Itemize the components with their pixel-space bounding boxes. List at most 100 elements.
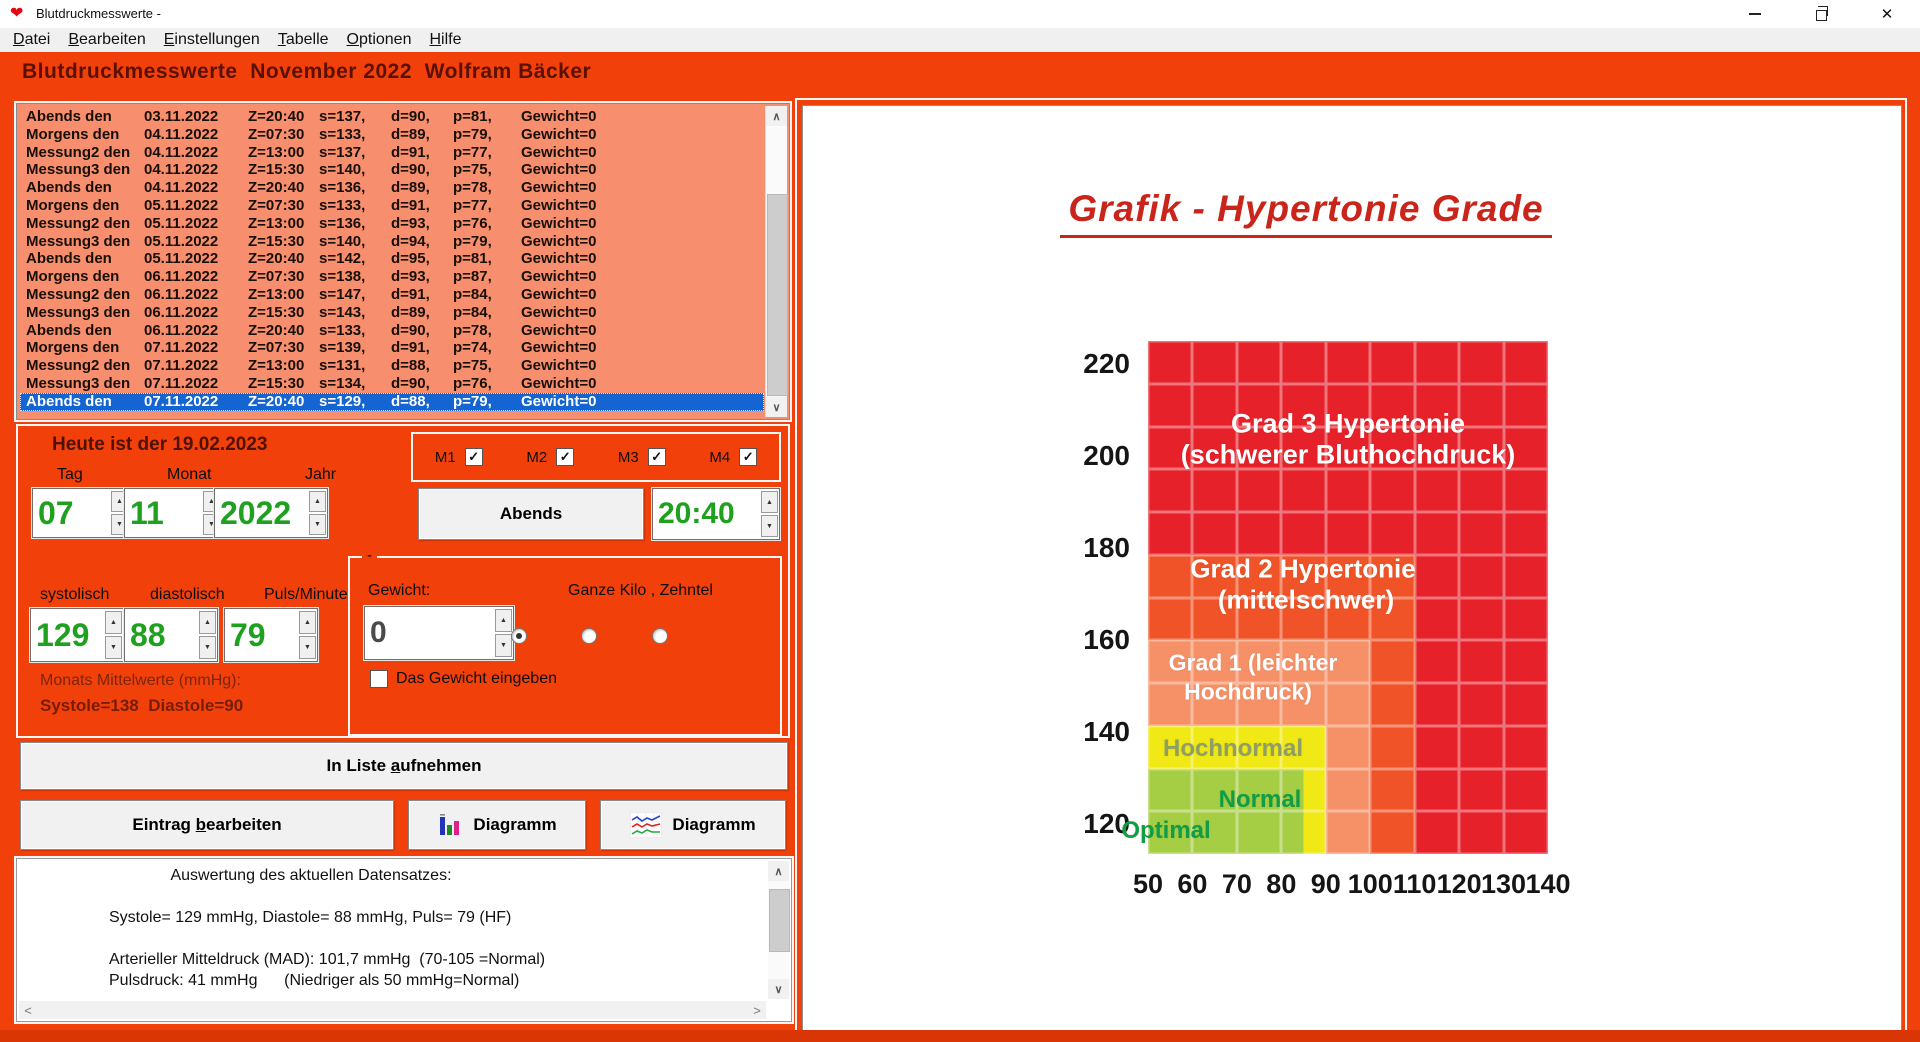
list-row[interactable]: Abends den 06.11.2022 Z=20:40 s=133, d=90, p=… bbox=[20, 322, 764, 340]
m1-checkbox[interactable]: ✓ bbox=[464, 448, 483, 466]
y-tick-label: 140 bbox=[1083, 716, 1130, 747]
scroll-down-icon[interactable]: ∨ bbox=[766, 397, 787, 417]
list-cell-d: d=94, bbox=[391, 232, 430, 250]
list-scrollbar[interactable]: ∧ ∨ bbox=[765, 106, 788, 417]
menu-item-einstellungen[interactable]: Einstellungen bbox=[163, 31, 260, 48]
radio-zehntel-rechts[interactable] bbox=[652, 628, 668, 644]
time-up-button[interactable]: ▲ bbox=[761, 491, 778, 513]
systolisch-down-button[interactable]: ▼ bbox=[105, 636, 122, 659]
list-cell-d: d=88, bbox=[391, 357, 430, 375]
auswertung-line: Systole= 129 mmHg, Diastole= 88 mmHg, Pu… bbox=[109, 909, 512, 926]
diagramm-line-button[interactable]: Diagramm bbox=[600, 800, 786, 850]
radio-ganze-kilo[interactable] bbox=[511, 628, 527, 644]
menu-item-hilfe[interactable]: Hilfe bbox=[429, 31, 462, 48]
list-row[interactable]: Morgens den 06.11.2022 Z=07:30 s=138, d=93, p… bbox=[20, 268, 764, 286]
scroll-up-icon[interactable]: ∧ bbox=[766, 106, 787, 126]
m3-checkbox[interactable]: ✓ bbox=[647, 448, 666, 466]
jahr-down-button[interactable]: ▼ bbox=[309, 514, 326, 535]
list-cell-g: Gewicht=0 bbox=[521, 303, 597, 321]
list-row[interactable]: Messung3 den 04.11.2022 Z=15:30 s=140, d=90,… bbox=[20, 161, 764, 179]
m2-checkbox[interactable]: ✓ bbox=[556, 448, 575, 466]
list-row[interactable]: Messung2 den 07.11.2022 Z=13:00 s=131, d=88,… bbox=[20, 357, 764, 375]
measurement-list[interactable]: Abends den 03.11.2022 Z=20:40 s=137, d=90, p=… bbox=[16, 103, 790, 420]
eintrag-bearbeiten-button[interactable]: Eintrag bearbeiten bbox=[20, 800, 394, 850]
list-row[interactable]: Abends den 03.11.2022 Z=20:40 s=137, d=90, p=… bbox=[20, 108, 764, 126]
close-button[interactable]: ✕ bbox=[1854, 0, 1920, 28]
puls-up-button[interactable]: ▲ bbox=[299, 611, 316, 634]
list-row[interactable]: Abends den 07.11.2022 Z=20:40 s=129, d=88, p=… bbox=[20, 392, 764, 411]
auswertung-line: Auswertung des aktuellen Datensatzes: bbox=[170, 867, 452, 884]
diastolisch-input[interactable]: 88 ▲ ▼ bbox=[124, 608, 218, 662]
list-cell-g: Gewicht=0 bbox=[521, 268, 597, 286]
time-input[interactable]: 20:40 ▲ ▼ bbox=[652, 488, 780, 540]
list-cell-p: p=84, bbox=[453, 303, 492, 321]
auswertung-vscrollbar[interactable]: ∧ ∨ bbox=[768, 861, 790, 999]
list-cell-g: Gewicht=0 bbox=[521, 161, 597, 179]
puls-down-button[interactable]: ▼ bbox=[299, 636, 316, 659]
maximize-button[interactable] bbox=[1788, 0, 1854, 28]
list-row[interactable]: Messung3 den 06.11.2022 Z=15:30 s=143, d=89,… bbox=[20, 304, 764, 322]
list-row[interactable]: Morgens den 07.11.2022 Z=07:30 s=139, d=91, p… bbox=[20, 339, 764, 357]
list-row[interactable]: Morgens den 04.11.2022 Z=07:30 s=133, d=89, p… bbox=[20, 126, 764, 144]
minimize-button[interactable] bbox=[1722, 0, 1788, 28]
diagramm-line-label: Diagramm bbox=[672, 815, 756, 834]
chart-panel-inner: Grafik - Hypertonie Grade 220 200 180 160 14… bbox=[802, 105, 1902, 1031]
chart-cell bbox=[1325, 811, 1371, 854]
auswertung-line: Arterieller Mitteldruck (MAD): 101,7 mmH… bbox=[109, 951, 546, 968]
menu-item-datei[interactable]: Datei bbox=[13, 31, 51, 48]
systolisch-label: systolisch bbox=[40, 586, 110, 603]
scrollbar-thumb[interactable] bbox=[769, 888, 790, 952]
menu-item-tabelle[interactable]: Tabelle bbox=[277, 31, 329, 48]
list-cell-date: 06.11.2022 bbox=[144, 285, 219, 303]
list-row[interactable]: Messung3 den 07.11.2022 Z=15:30 s=134, d=90,… bbox=[20, 375, 764, 393]
chart-cell bbox=[1414, 469, 1460, 512]
diastolisch-down-button[interactable]: ▼ bbox=[199, 636, 216, 659]
scrollbar-track[interactable] bbox=[766, 126, 788, 397]
list-row[interactable]: Abends den 04.11.2022 Z=20:40 s=136, d=89, p=… bbox=[20, 179, 764, 197]
tag-input[interactable]: 07 ▲ ▼ bbox=[32, 488, 130, 538]
monat-input[interactable]: 11 ▲ ▼ bbox=[124, 488, 222, 538]
chart-cell bbox=[1503, 725, 1548, 769]
gewicht-down-button[interactable]: ▼ bbox=[495, 634, 512, 657]
list-row[interactable]: Messung2 den 04.11.2022 Z=13:00 s=137, d=91,… bbox=[20, 144, 764, 162]
jahr-input[interactable]: 2022 ▲ ▼ bbox=[214, 488, 328, 538]
diastolisch-up-button[interactable]: ▲ bbox=[199, 611, 216, 634]
gewicht-checkbox[interactable] bbox=[370, 670, 388, 688]
list-row[interactable]: Abends den 05.11.2022 Z=20:40 s=142, d=95, p=… bbox=[20, 250, 764, 268]
list-cell-z: Z=13:00 bbox=[248, 285, 305, 303]
scroll-down-icon[interactable]: ∨ bbox=[768, 979, 789, 999]
chart-cell bbox=[1281, 341, 1326, 384]
diagramm-bar-button[interactable]: Diagramm bbox=[408, 800, 586, 850]
scroll-up-icon[interactable]: ∧ bbox=[768, 861, 789, 881]
scrollbar-thumb[interactable] bbox=[767, 193, 788, 397]
puls-input[interactable]: 79 ▲ ▼ bbox=[224, 608, 318, 662]
menu-item-bearbeiten[interactable]: Bearbeiten bbox=[68, 31, 146, 48]
list-row[interactable]: Messung3 den 05.11.2022 Z=15:30 s=140, d=94,… bbox=[20, 233, 764, 251]
abends-button[interactable]: Abends bbox=[418, 488, 644, 540]
systolisch-up-button[interactable]: ▲ bbox=[105, 611, 122, 634]
chart-cell bbox=[1459, 341, 1504, 384]
jahr-up-button[interactable]: ▲ bbox=[309, 491, 326, 512]
menu-item-optionen[interactable]: Optionen bbox=[346, 31, 412, 48]
list-row[interactable]: Morgens den 05.11.2022 Z=07:30 s=133, d=91, p… bbox=[20, 197, 764, 215]
auswertung-hscrollbar[interactable]: < > bbox=[19, 1001, 766, 1019]
list-cell-date: 05.11.2022 bbox=[144, 232, 219, 250]
chart-cell bbox=[1192, 597, 1237, 641]
auswertung-panel[interactable]: Auswertung des aktuellen Datensatzes: Sy… bbox=[16, 858, 792, 1022]
gewicht-up-button[interactable]: ▲ bbox=[495, 609, 512, 632]
m4-checkbox[interactable]: ✓ bbox=[739, 448, 758, 466]
systolisch-input[interactable]: 129 ▲ ▼ bbox=[30, 608, 124, 662]
list-cell-z: Z=13:00 bbox=[248, 214, 305, 232]
gewicht-value: 0 bbox=[370, 616, 387, 649]
gewicht-input[interactable]: 0 ▲ ▼ bbox=[364, 606, 514, 660]
radio-zehntel-links[interactable] bbox=[581, 628, 597, 644]
time-down-button[interactable]: ▼ bbox=[761, 515, 778, 537]
list-cell-d: d=89, bbox=[391, 179, 430, 197]
list-row[interactable]: Messung2 den 06.11.2022 Z=13:00 s=147, d=91,… bbox=[20, 286, 764, 304]
list-row[interactable]: Messung2 den 05.11.2022 Z=13:00 s=136, d=93,… bbox=[20, 215, 764, 233]
scroll-right-icon[interactable]: > bbox=[753, 1002, 761, 1018]
in-liste-button[interactable]: In Liste aufnehmen bbox=[20, 742, 788, 790]
scroll-left-icon[interactable]: < bbox=[24, 1002, 32, 1018]
chart-cell bbox=[1192, 811, 1237, 854]
measure-label: M2 bbox=[526, 448, 548, 466]
